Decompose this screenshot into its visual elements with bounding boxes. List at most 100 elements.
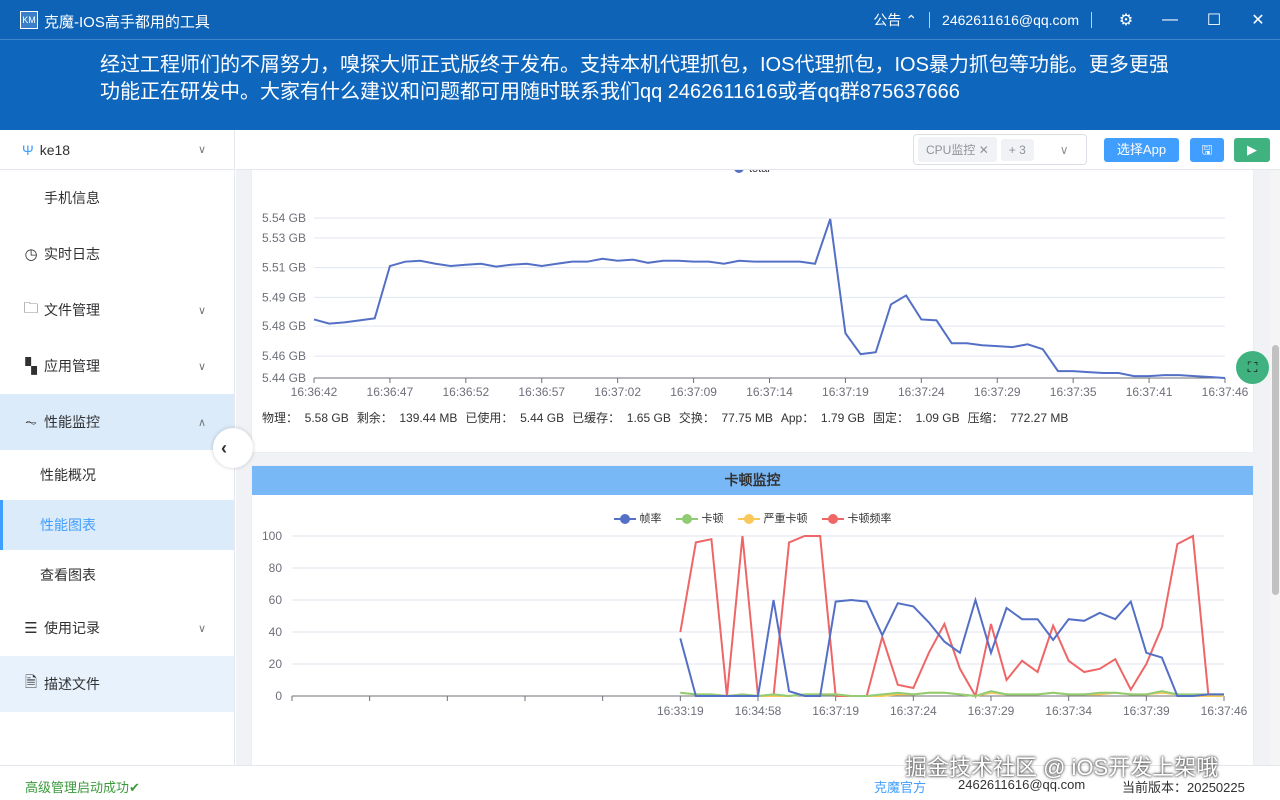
- sidebar-item-label: 应用管理: [44, 358, 100, 374]
- folder-icon: 🗀: [23, 299, 39, 317]
- memory-stat: 已缓存： 1.65 GB: [572, 411, 671, 425]
- series-line-帧率: [679, 596, 1224, 697]
- chevron-left-icon: ‹: [221, 438, 227, 458]
- app-title: 克魔-IOS高手都用的工具: [44, 14, 210, 31]
- close-icon[interactable]: ✕: [978, 143, 989, 157]
- x-tick-label: 16:37:41: [1126, 385, 1173, 399]
- sidebar-item-realtime-log[interactable]: ◷ 实时日志: [0, 226, 234, 282]
- y-tick-label: 100: [262, 529, 282, 543]
- legend-marker: [821, 514, 844, 525]
- x-tick-label: 16:36:47: [367, 385, 414, 399]
- profile-icon: 🗎: [24, 673, 38, 691]
- collapse-sidebar-button[interactable]: ‹: [213, 428, 253, 468]
- scrollbar-thumb[interactable]: [1272, 345, 1279, 595]
- memory-stat: 物理： 5.58 GB: [262, 411, 349, 425]
- sidebar-item-app-manager[interactable]: ▚ 应用管理 ∨: [0, 338, 234, 394]
- y-tick-label: 5.48 GB: [262, 319, 306, 333]
- select-app-button[interactable]: 选择App: [1104, 138, 1179, 162]
- series-line-total: [313, 218, 1226, 379]
- app-logo: KM: [20, 11, 38, 29]
- monitor-select[interactable]: CPU监控 ✕ + 3 ∨: [913, 134, 1087, 165]
- memory-stat: 固定： 1.09 GB: [872, 411, 960, 425]
- maximize-button[interactable]: ☐: [1206, 12, 1222, 29]
- sidebar-subitem-charts[interactable]: 性能图表: [0, 500, 234, 550]
- legend-label: 严重卡顿: [763, 513, 808, 525]
- memory-stat: 压缩： 772.27 MB: [967, 411, 1069, 425]
- memory-stat: App： 1.79 GB: [780, 411, 865, 425]
- y-tick-label: 5.44 GB: [262, 371, 306, 385]
- toolbar: CPU监控 ✕ + 3 ∨ 选择App 🖫 ▶: [236, 130, 1280, 170]
- legend-item[interactable]: 严重卡顿: [737, 510, 808, 526]
- status-bar: 高级管理启动成功✔ 克魔官方 2462611616@qq.com 当前版本：20…: [0, 765, 1280, 800]
- account-email[interactable]: 2462611616@qq.com: [942, 12, 1079, 28]
- y-tick-label: 80: [269, 561, 283, 575]
- legend-marker: [737, 514, 760, 525]
- list-icon: ☰: [24, 620, 38, 637]
- sidebar-subitem-view-charts[interactable]: 查看图表: [40, 567, 96, 583]
- memory-card: total 5.44 GB 5.46 GB 5.48 GB 5.49 GB 5.51 GB…: [251, 170, 1254, 453]
- sidebar-item-performance[interactable]: ⏦ 性能监控 ∧: [0, 394, 234, 450]
- official-link[interactable]: 克魔官方: [874, 780, 927, 795]
- x-tick-label: 16:37:29: [974, 385, 1021, 399]
- more-tags-count: + 3: [1000, 138, 1034, 161]
- sidebar-item-profile[interactable]: 🗎 描述文件: [0, 656, 234, 712]
- stutter-chart: 0 20 40 60 80 100 16:33:19 16:34:58 16:37:19 16:3…: [262, 529, 1248, 718]
- floppy-icon: 🖫: [1201, 142, 1213, 157]
- stutter-legend: 帧率 卡顿 严重卡顿 卡顿频率: [252, 510, 1253, 526]
- stutter-card: 卡顿监控 帧率 卡顿 严重卡顿 卡顿频率 0 20 40 60 80 100 16:33:19 16…: [251, 465, 1254, 765]
- legend-item[interactable]: 帧率: [613, 510, 662, 526]
- announcement-banner: 经过工程师们的不屑努力，嗅探大师正式版终于发布。支持本机代理抓包，IOS代理抓包…: [0, 40, 1280, 130]
- x-tick-label: 16:37:19: [812, 704, 859, 718]
- stutter-title: 卡顿监控: [252, 466, 1253, 495]
- x-tick-label: 16:36:57: [518, 385, 565, 399]
- memory-stat: 交换： 77.75 MB: [678, 411, 773, 425]
- run-button[interactable]: ▶: [1234, 138, 1270, 162]
- x-tick-label: 16:37:24: [890, 704, 937, 718]
- y-tick-label: 20: [269, 657, 283, 671]
- memory-chart: total 5.44 GB 5.46 GB 5.48 GB 5.49 GB 5.51 GB…: [262, 170, 1249, 399]
- y-tick-label: 5.46 GB: [262, 349, 306, 363]
- legend-item[interactable]: 卡顿: [675, 510, 724, 526]
- save-button[interactable]: 🖫: [1190, 138, 1224, 162]
- scan-icon: ⛶: [1247, 359, 1258, 375]
- divider: [1091, 12, 1092, 28]
- notice-button[interactable]: 公告 ⌃: [873, 10, 917, 30]
- y-tick-label: 0: [275, 689, 282, 703]
- close-button[interactable]: ✕: [1251, 12, 1265, 29]
- watermark: 掘金技术社区 @ iOS开发上架哦: [905, 755, 1219, 780]
- screenshot-button[interactable]: ⛶: [1236, 351, 1269, 384]
- x-tick-label: 16:37:29: [968, 704, 1015, 718]
- sidebar-item-usage-history[interactable]: ☰ 使用记录 ∨: [0, 600, 234, 656]
- sidebar-item-label: 实时日志: [44, 246, 100, 262]
- minimize-button[interactable]: —: [1162, 11, 1178, 28]
- memory-stat: 剩余： 139.44 MB: [356, 411, 458, 425]
- sidebar-item-label: 文件管理: [44, 302, 100, 318]
- sidebar-subitem-overview[interactable]: 性能概况: [40, 467, 96, 483]
- legend-label: 卡顿: [701, 513, 724, 525]
- chevron-up-icon: ∧: [197, 416, 206, 429]
- legend-label: 卡顿频率: [847, 513, 892, 525]
- tag-label: CPU监控: [926, 143, 976, 157]
- gear-icon[interactable]: ⚙: [1118, 12, 1134, 29]
- x-tick-label: 16:37:19: [822, 385, 869, 399]
- version-label: 当前版本：20250225: [1122, 780, 1245, 795]
- x-tick-label: 16:34:58: [735, 704, 782, 718]
- selected-tag: CPU监控 ✕: [918, 137, 997, 162]
- content-area: total 5.44 GB 5.46 GB 5.48 GB 5.49 GB 5.51 GB…: [236, 170, 1270, 765]
- apps-icon: ▚: [25, 358, 37, 375]
- memory-stats: 物理： 5.58 GB 剩余： 139.44 MB 已使用： 5.44 GB 已缓存：…: [262, 409, 1068, 426]
- chevron-up-icon: ⌃: [905, 12, 918, 28]
- legend-item[interactable]: 卡顿频率: [821, 510, 892, 526]
- x-tick-label: 16:33:19: [657, 704, 704, 718]
- status-message: 高级管理启动成功✔: [25, 780, 140, 795]
- sidebar-item-phone-info[interactable]: 手机信息: [0, 170, 234, 226]
- sidebar-item-file-manager[interactable]: 🗀 文件管理 ∨: [0, 282, 234, 338]
- x-tick-label: 16:36:42: [291, 385, 338, 399]
- y-tick-label: 5.51 GB: [262, 261, 306, 275]
- log-clock-icon: ◷: [24, 246, 38, 263]
- scrollbar[interactable]: [1270, 170, 1280, 765]
- x-tick-label: 16:36:52: [442, 385, 489, 399]
- legend-label: total: [749, 170, 770, 175]
- x-tick-label: 16:37:35: [1050, 385, 1097, 399]
